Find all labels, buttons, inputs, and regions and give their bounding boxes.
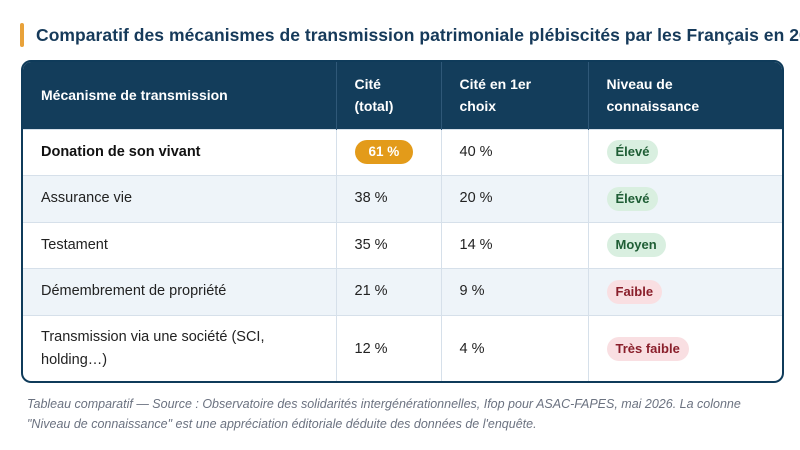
cited-total-cell: 61 %: [336, 128, 442, 176]
table-row: Transmission via une société (SCI, holdi…: [23, 314, 782, 381]
header-cited-total: Cité (total): [336, 62, 442, 129]
mechanism-cell: Assurance vie: [23, 175, 337, 222]
cited-total-cell: 12 %: [336, 314, 442, 381]
knowledge-badge: Faible: [606, 279, 663, 304]
cited-first-cell: 20 %: [441, 175, 589, 222]
knowledge-cell: Faible: [588, 268, 782, 315]
knowledge-badge: Élevé: [606, 186, 659, 211]
mechanism-cell: Testament: [23, 221, 337, 269]
header-row: Mécanisme de transmission Cité (total) C…: [23, 62, 782, 129]
cited-total-cell: 38 %: [336, 175, 442, 222]
mechanism-cell: Transmission via une société (SCI, holdi…: [23, 314, 337, 381]
table-row: Démembrement de propriété 21 % 9 % Faibl…: [23, 268, 782, 315]
knowledge-cell: Moyen: [588, 221, 782, 269]
table-body: Donation de son vivant 61 % 40 % Élevé A…: [23, 128, 782, 381]
cited-first-cell: 40 %: [441, 128, 589, 176]
comparison-table: Mécanisme de transmission Cité (total) C…: [23, 62, 782, 381]
page-title: Comparatif des mécanismes de transmissio…: [36, 24, 800, 45]
header-knowledge: Niveau de connaissance: [606, 76, 700, 115]
knowledge-cell: Élevé: [588, 175, 782, 222]
cited-first-cell: 9 %: [441, 268, 589, 315]
title-block: Comparatif des mécanismes de transmissio…: [20, 22, 800, 48]
table-row: Assurance vie 38 % 20 % Élevé: [23, 175, 782, 222]
mechanism-cell: Donation de son vivant: [23, 128, 337, 176]
header-cited-first: Cité en 1er choix: [441, 62, 589, 129]
cited-total-cell: 21 %: [336, 268, 442, 315]
header-mechanism: Mécanisme de transmission: [23, 62, 337, 129]
cited-total-cell: 35 %: [336, 221, 442, 269]
knowledge-badge: Très faible: [606, 337, 689, 362]
knowledge-badge: Moyen: [606, 233, 666, 258]
cited-first-cell: 4 %: [441, 314, 589, 381]
table-header: Mécanisme de transmission Cité (total) C…: [23, 62, 782, 129]
comparison-table-card: Mécanisme de transmission Cité (total) C…: [21, 60, 784, 383]
table-row: Donation de son vivant 61 % 40 % Élevé: [23, 128, 782, 176]
table-row: Testament 35 % 14 % Moyen: [23, 221, 782, 269]
source-caption: Tableau comparatif — Source : Observatoi…: [27, 397, 741, 431]
title-accent-bar: [20, 23, 24, 47]
knowledge-cell: Très faible: [588, 314, 782, 381]
knowledge-cell: Élevé: [588, 128, 782, 176]
knowledge-badge: Élevé: [606, 140, 659, 165]
cited-first-cell: 14 %: [441, 221, 589, 269]
mechanism-cell: Démembrement de propriété: [23, 268, 337, 315]
highlight-pill: 61 %: [354, 140, 414, 165]
